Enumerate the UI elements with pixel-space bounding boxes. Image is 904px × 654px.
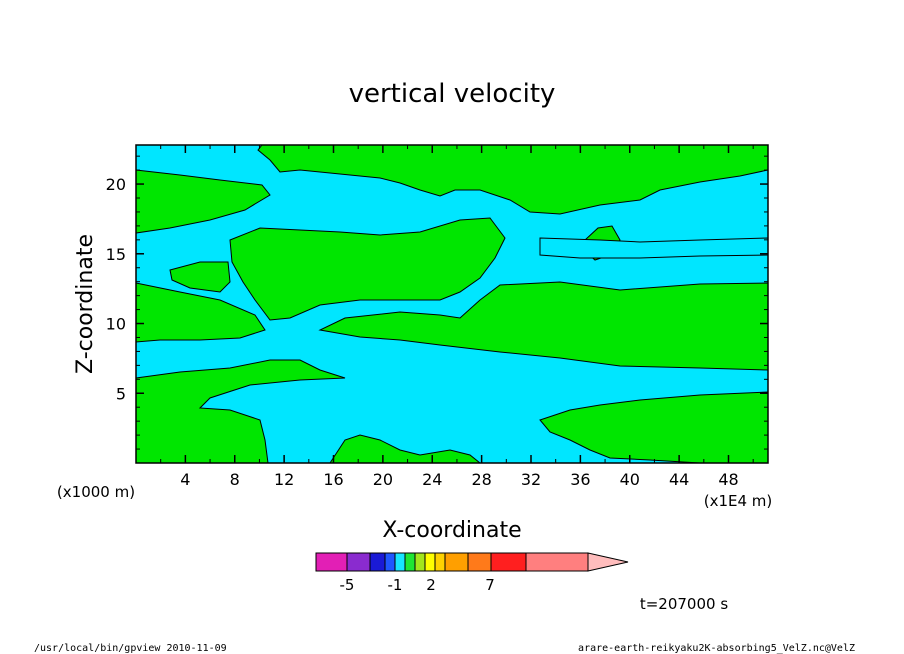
x-scale-note: (x1E4 m) (704, 492, 773, 510)
central-blob (229, 217, 506, 321)
x-tick-label: 20 (373, 470, 393, 489)
x-tick-label: 8 (230, 470, 240, 489)
y-tick-label: 10 (106, 315, 126, 334)
footer-right: arare-earth-reikyaku2K-absorbing5_VelZ.n… (578, 643, 855, 654)
y-axis: 5 10 15 20 (106, 155, 768, 450)
x-tick-label: 48 (718, 470, 738, 489)
x-axis-label: X-coordinate (382, 518, 521, 543)
chart-title: vertical velocity (349, 79, 556, 109)
x-tick-label: 12 (274, 470, 294, 489)
colorbar-label: -1 (388, 576, 403, 594)
x-axis: 4 8 12 16 20 24 28 32 36 40 44 48 (160, 145, 754, 489)
x-tick-label: 4 (180, 470, 190, 489)
colorbar-segment (346, 552, 371, 572)
x-tick-label: 16 (323, 470, 343, 489)
colorbar-segment (384, 552, 396, 572)
plot-area (135, 144, 769, 464)
x-tick-label: 44 (669, 470, 689, 489)
colorbar-segment (414, 552, 426, 572)
left-band-mid (135, 282, 266, 343)
colorbar-label: 2 (426, 576, 436, 594)
y-tick-label: 15 (106, 245, 126, 264)
colorbar-extension (587, 552, 629, 572)
colorbar-segment (424, 552, 436, 572)
top-right-band (257, 144, 769, 215)
positive-regions (135, 144, 769, 464)
time-label: t=207000 s (640, 595, 728, 613)
colorbar-segment (404, 552, 416, 572)
colorbar: -5 -1 2 7 (315, 552, 629, 594)
colorbar-segment (315, 552, 348, 572)
right-mid-band (318, 281, 769, 371)
lower-left-band (135, 359, 346, 464)
colorbar-segment (490, 552, 527, 572)
top-left-band (135, 169, 271, 234)
left-mid-lobe (169, 261, 231, 293)
x-tick-label: 40 (620, 470, 640, 489)
x-tick-label: 36 (570, 470, 590, 489)
x-tick-label: 24 (422, 470, 442, 489)
colorbar-segment (467, 552, 492, 572)
x-tick-label: 32 (521, 470, 541, 489)
y-tick-label: 5 (116, 384, 126, 403)
colorbar-segment (525, 552, 589, 572)
colorbar-segment (444, 552, 469, 572)
colorbar-label: 7 (485, 576, 495, 594)
colorbar-segment (394, 552, 406, 572)
y-axis-label: Z-coordinate (73, 234, 98, 374)
x-tick-label: 28 (471, 470, 491, 489)
y-tick-label: 20 (106, 175, 126, 194)
footer-left: /usr/local/bin/gpview 2010-11-09 (34, 643, 227, 654)
x-unit-note: (x1000 m) (57, 483, 135, 501)
colorbar-label: -5 (340, 576, 355, 594)
plot-frame (135, 144, 769, 464)
bottom-center-lobe (329, 434, 482, 464)
colorbar-segment (434, 552, 446, 572)
colorbar-segment (369, 552, 386, 572)
